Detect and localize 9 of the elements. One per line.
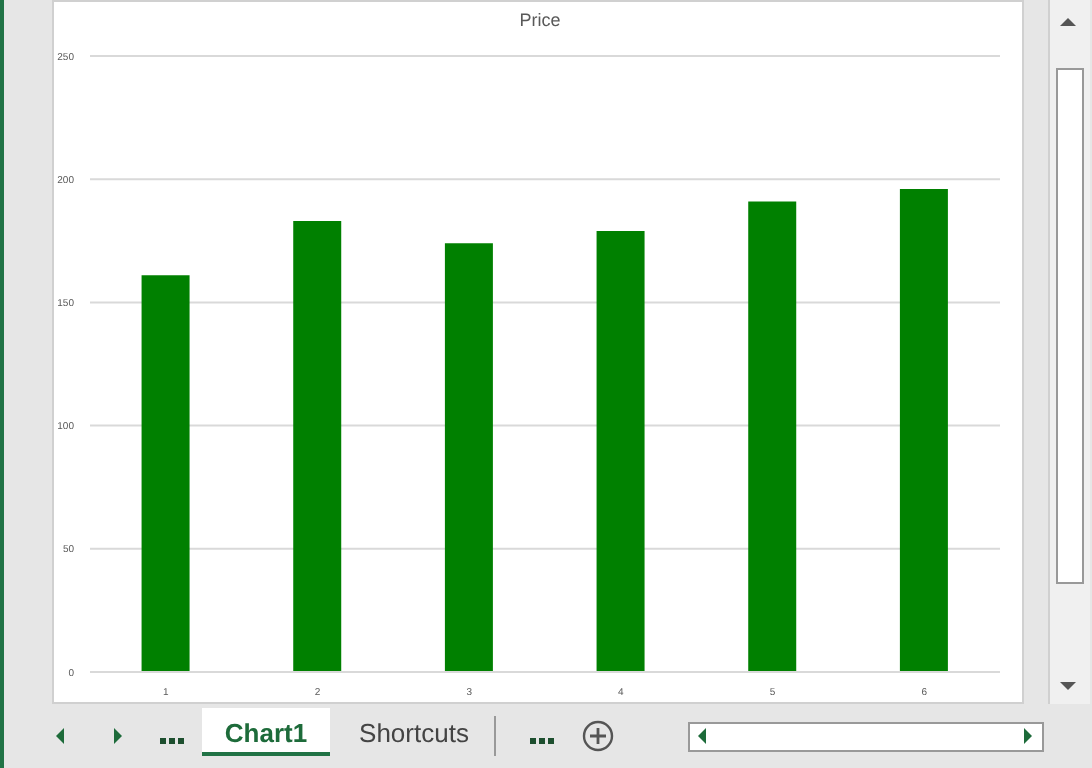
bar	[596, 230, 645, 672]
bar	[444, 243, 493, 672]
bar	[141, 275, 190, 672]
caption: Chart1	[222, 718, 310, 748]
bar	[899, 189, 948, 672]
bar	[748, 201, 797, 672]
chart-title: Price	[517, 10, 563, 30]
text: Shortcuts	[357, 718, 471, 748]
bar	[293, 221, 342, 672]
